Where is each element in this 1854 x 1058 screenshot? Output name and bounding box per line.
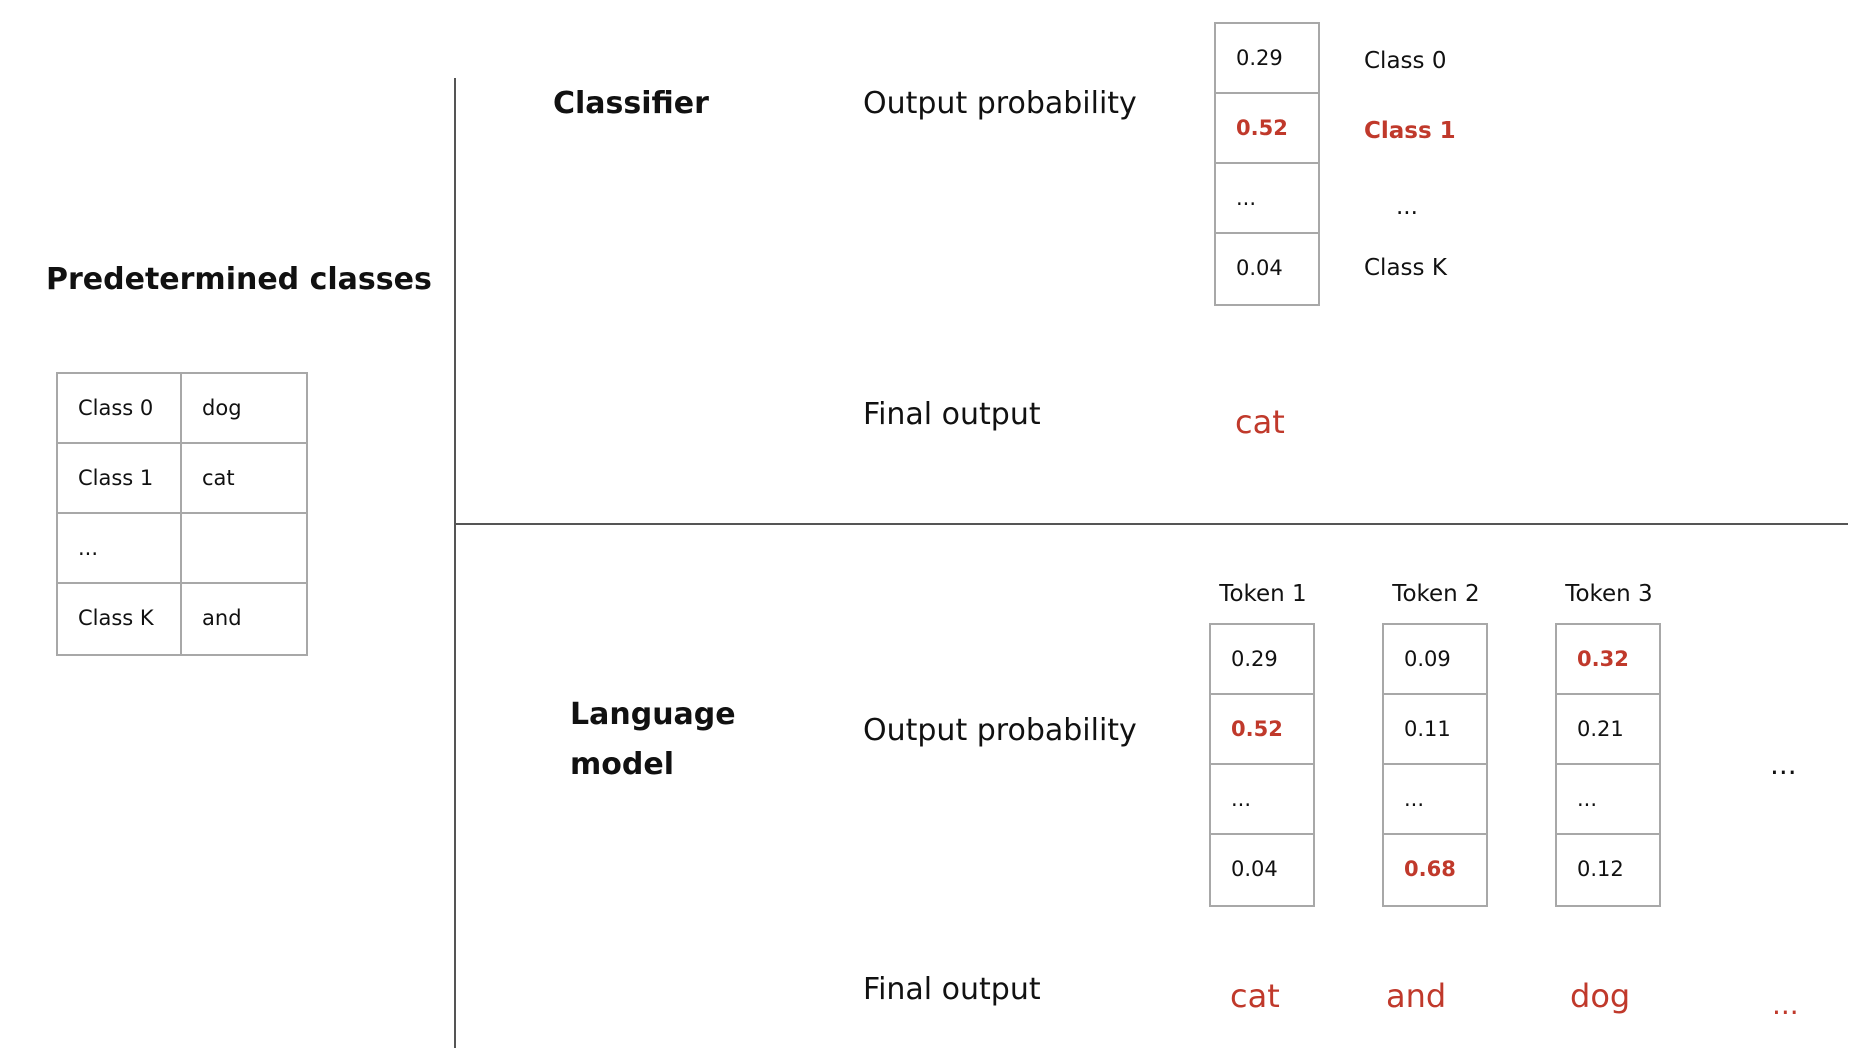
class-id-cell: Class 1 [58, 444, 183, 512]
table-row: Class 1 cat [58, 444, 306, 514]
probability-cell: ... [1384, 765, 1486, 835]
lm-output-token: cat [1230, 977, 1280, 1015]
class-word-cell: and [202, 606, 242, 630]
class-id-cell: ... [58, 514, 183, 582]
probability-cell: 0.04 [1231, 857, 1278, 881]
class-label: Class 0 [1364, 48, 1447, 74]
probability-cell: 0.29 [1211, 625, 1313, 695]
lm-probability-label: Output probability [863, 713, 1137, 748]
table-row: ... [58, 514, 306, 584]
probability-cell: 0.21 [1557, 695, 1659, 765]
probability-cell: ... [1557, 765, 1659, 835]
probability-cell: 0.29 [1216, 24, 1318, 94]
horizontal-divider [456, 523, 1848, 525]
lm-output-token: and [1386, 977, 1447, 1015]
token-continuation-ellipsis: ... [1770, 748, 1797, 781]
predetermined-classes-table: Class 0 dog Class 1 cat ... Class K and [56, 372, 308, 656]
lm-final-output-label: Final output [863, 972, 1041, 1007]
table-row: Class K and [58, 584, 306, 654]
classifier-probability-label: Output probability [863, 86, 1137, 121]
class-id-cell: Class 0 [58, 374, 183, 442]
probability-cell-highlighted: 0.52 [1216, 94, 1318, 164]
probability-cell-highlighted: 0.68 [1404, 857, 1456, 881]
classifier-final-output-label: Final output [863, 397, 1041, 432]
class-label-highlighted: Class 1 [1364, 118, 1456, 144]
class-label: Class K [1364, 255, 1447, 281]
token-header: Token 3 [1565, 581, 1653, 607]
token-probability-column: 0.29 0.52 ... 0.04 [1209, 623, 1315, 907]
class-word-cell: cat [202, 466, 235, 490]
token-probability-column: 0.32 0.21 ... 0.12 [1555, 623, 1661, 907]
class-word-cell: dog [202, 396, 242, 420]
probability-cell: ... [1211, 765, 1313, 835]
language-model-title: Language model [570, 697, 736, 782]
probability-cell-highlighted: 0.52 [1211, 695, 1313, 765]
vertical-divider [454, 78, 456, 1048]
predetermined-classes-title: Predetermined classes [46, 262, 432, 297]
token-probability-column: 0.09 0.11 ... 0.68 [1382, 623, 1488, 907]
probability-cell: 0.12 [1577, 857, 1624, 881]
probability-cell: 0.11 [1384, 695, 1486, 765]
classifier-title: Classifier [553, 86, 709, 121]
table-row: Class 0 dog [58, 374, 306, 444]
class-word-cell [182, 514, 306, 582]
class-id-cell: Class K [58, 584, 183, 654]
token-header: Token 2 [1392, 581, 1480, 607]
lm-output-continuation-ellipsis: ... [1772, 988, 1799, 1021]
lm-output-token: dog [1570, 977, 1631, 1015]
probability-cell: 0.09 [1384, 625, 1486, 695]
token-header: Token 1 [1219, 581, 1307, 607]
probability-cell: ... [1216, 164, 1318, 234]
probability-cell: 0.04 [1236, 256, 1283, 280]
probability-cell-highlighted: 0.32 [1557, 625, 1659, 695]
classifier-final-output: cat [1235, 403, 1285, 441]
classifier-probability-column: 0.29 0.52 ... 0.04 [1214, 22, 1320, 306]
class-label-ellipsis: ... [1396, 194, 1418, 220]
